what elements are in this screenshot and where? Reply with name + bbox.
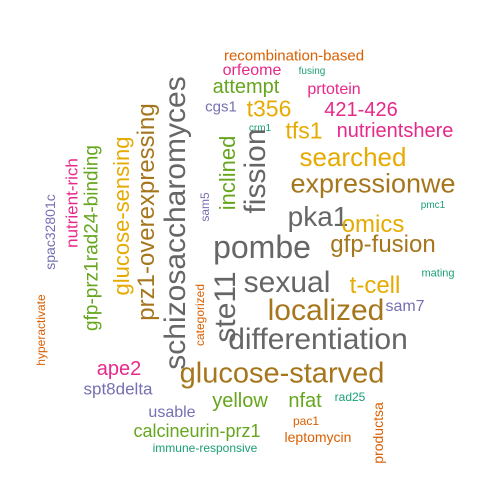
word-t-cell: t-cell	[349, 272, 401, 299]
word-categorized: categorized	[193, 283, 207, 347]
word-pka1: pka1	[287, 201, 349, 232]
word-fission: fission	[239, 128, 272, 214]
word-pmc1: pmc1	[420, 200, 446, 211]
word-prz1-overexpressing: prz1-overexpressing	[133, 103, 160, 321]
word-ape2: ape2	[96, 358, 142, 380]
word-glucose-sensing: glucose-sensing	[109, 136, 134, 296]
word-expressionwe: expressionwe	[290, 168, 456, 199]
word-hyperactivate: hyperactivate	[34, 294, 48, 366]
word-421-426: 421-426	[324, 99, 398, 121]
word-nutrient-rich: nutrient-rich	[62, 158, 82, 248]
word-orfeome: orfeome	[222, 62, 282, 79]
word-sam5: sam5	[198, 192, 212, 222]
word-mating: mating	[421, 267, 455, 280]
word-calcineurin-prz1: calcineurin-prz1	[133, 421, 261, 441]
word-sam7: sam7	[385, 298, 425, 315]
word-glucose-starved: glucose-starved	[179, 357, 385, 390]
word-immune-responsive: immune-responsive	[152, 441, 258, 455]
word-pac1: pac1	[292, 414, 320, 428]
word-attempt: attempt	[212, 76, 280, 98]
word-recombination-based: recombination-based	[223, 47, 365, 65]
word-sexual: sexual	[243, 266, 331, 299]
word-pombe: pombe	[213, 229, 311, 265]
word-leptomycin: leptomycin	[284, 429, 352, 445]
word-prtotein: prtotein	[307, 81, 361, 98]
word-schizosaccharomyces: schizosaccharomyces	[159, 76, 192, 370]
word-fusing: fusing	[298, 66, 326, 77]
word-searched: searched	[299, 142, 407, 172]
word-ste11: ste11	[209, 271, 242, 343]
word-gfp-prz1rad24-binding: gfp-prz1rad24-binding	[81, 145, 103, 331]
word-rad25: rad25	[334, 390, 366, 404]
word-spt8delta: spt8delta	[83, 379, 153, 399]
word-localized: localized	[267, 294, 385, 327]
word-inclined: inclined	[215, 135, 240, 211]
word-yellow: yellow	[212, 390, 268, 412]
word-usable: usable	[148, 404, 196, 421]
word-spac32801c: spac32801c	[42, 194, 58, 270]
word-differentiation: differentiation	[228, 323, 408, 356]
word-omics: omics	[341, 211, 405, 238]
word-t356: t356	[246, 95, 292, 122]
word-tfs1: tfs1	[285, 117, 323, 144]
word-gfp-fusion: gfp-fusion	[330, 231, 436, 258]
word-crm1: crm1	[248, 123, 272, 134]
word-nutrientshere: nutrientshere	[336, 120, 454, 142]
word-cgs1: cgs1	[205, 98, 237, 116]
word-nfat: nfat	[288, 390, 322, 412]
word-productsa: productsa	[370, 402, 386, 464]
